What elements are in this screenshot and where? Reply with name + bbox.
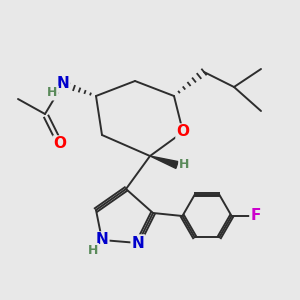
Text: N: N xyxy=(132,236,144,250)
Text: N: N xyxy=(96,232,108,247)
Text: O: O xyxy=(176,124,190,140)
Text: H: H xyxy=(47,86,58,100)
Text: N: N xyxy=(57,76,69,92)
Text: H: H xyxy=(179,158,190,172)
Polygon shape xyxy=(150,156,178,168)
Text: H: H xyxy=(88,244,98,257)
Text: O: O xyxy=(53,136,67,152)
Text: F: F xyxy=(250,208,261,224)
